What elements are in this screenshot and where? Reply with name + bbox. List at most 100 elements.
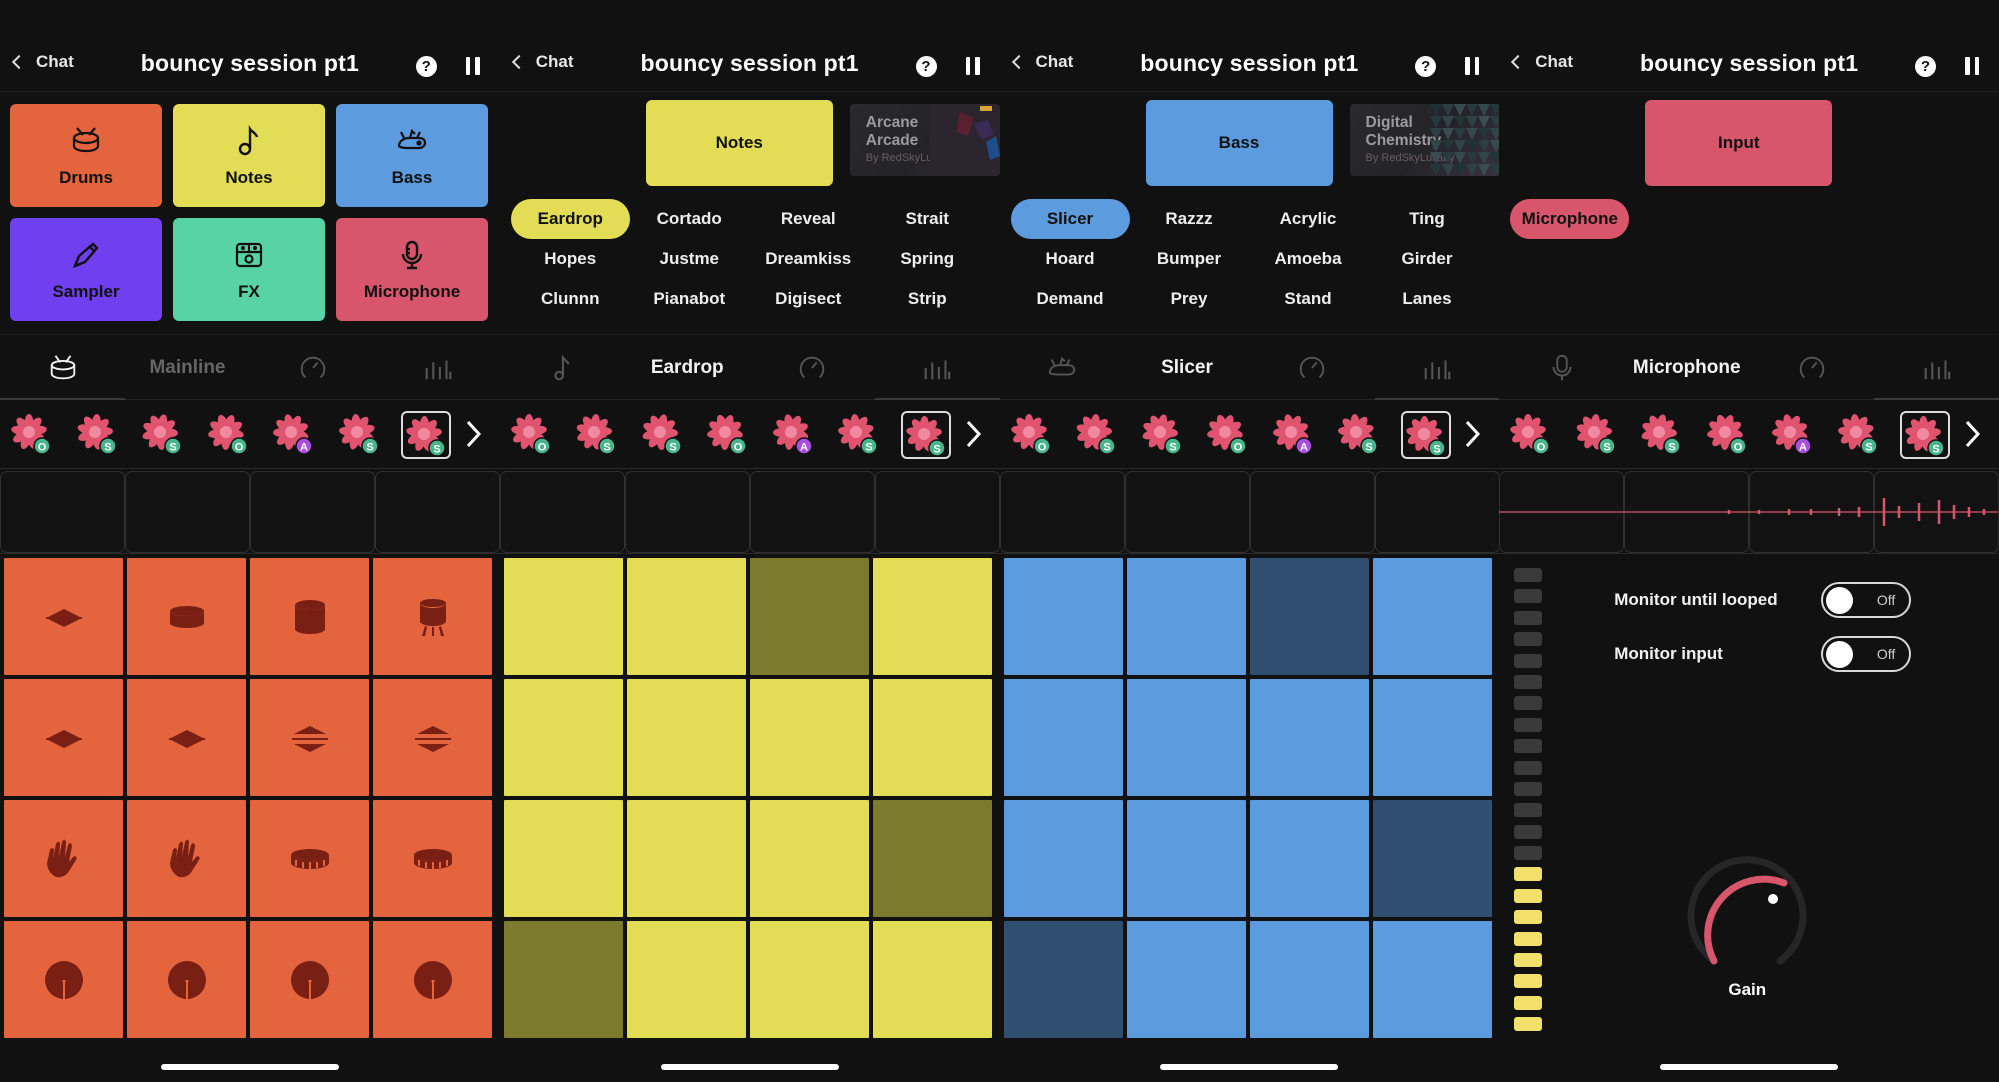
sound-pack-card[interactable]: Arcane Arcade By RedSkyLullaby [849,104,1000,176]
tab-effects[interactable] [1749,335,1874,400]
pattern-slot[interactable]: S [1835,411,1885,459]
pattern-slot[interactable]: S [900,411,951,459]
drum-pad[interactable] [4,800,123,917]
drum-pad[interactable] [4,679,123,796]
loop-slot[interactable] [499,471,625,553]
drum-pad[interactable] [127,800,246,917]
chevron-right-icon[interactable] [1959,419,1985,449]
sound-option[interactable]: Dreamkiss [765,249,852,268]
drum-pad[interactable] [127,921,246,1038]
bass-pad[interactable] [1003,921,1123,1038]
bass-pad[interactable] [1126,921,1246,1038]
notes-pad[interactable] [503,921,623,1038]
notes-pad[interactable] [503,679,623,796]
pattern-slot[interactable]: S [1139,411,1189,459]
help-icon[interactable]: ? [915,56,937,77]
chevron-right-icon[interactable] [1459,419,1485,449]
loop-slot[interactable] [375,471,500,553]
sound-option[interactable]: Lanes [1402,289,1452,308]
pause-icon[interactable] [1465,57,1480,75]
pattern-slot[interactable]: A [1769,411,1819,459]
tab-mixer[interactable] [375,335,500,400]
instrument-drums-button[interactable]: Drums [10,104,162,207]
tab-instrument[interactable] [0,335,125,400]
bass-pad[interactable] [1249,679,1369,796]
drum-pad[interactable] [373,800,492,917]
loop-slot[interactable] [624,471,750,553]
pattern-slot[interactable]: S [1335,411,1385,459]
sound-option[interactable]: Hoard [1045,249,1095,268]
tab-instrument[interactable] [500,335,625,400]
instrument-notes-button[interactable]: Notes [173,104,325,207]
notes-pad[interactable] [749,921,869,1038]
sound-option[interactable]: Digisect [775,289,842,308]
drum-pad[interactable] [250,558,369,675]
instrument-bass-button[interactable]: Bass [1145,100,1333,186]
bass-pad[interactable] [1126,679,1246,796]
bass-pad[interactable] [1249,558,1369,675]
notes-pad[interactable] [626,800,746,917]
bass-pad[interactable] [1372,800,1492,917]
pause-icon[interactable] [465,57,480,75]
loop-slot[interactable] [749,471,875,553]
tab-effects[interactable] [250,335,375,400]
sound-option[interactable]: Acrylic [1279,209,1337,228]
tab-effects[interactable] [1250,335,1375,400]
back-to-chat-button[interactable]: Chat [11,52,74,72]
pattern-slot[interactable]: O [1008,411,1058,459]
loop-slot[interactable] [0,471,125,553]
help-icon[interactable]: ? [415,56,437,77]
drum-pad[interactable] [250,800,369,917]
notes-pad[interactable] [872,921,992,1038]
instrument-input-button[interactable]: Input [1645,100,1833,186]
pattern-slot[interactable]: S [336,411,386,459]
sound-option[interactable]: Girder [1401,249,1453,268]
pattern-slot[interactable]: A [770,411,820,459]
sound-option[interactable]: Ting [1409,209,1445,228]
notes-pad[interactable] [872,800,992,917]
tab-sound-name[interactable]: Mainline [125,335,250,400]
pattern-slot[interactable]: A [270,411,320,459]
notes-pad[interactable] [626,921,746,1038]
loop-slot[interactable] [250,471,375,553]
loop-slot[interactable] [874,471,1000,553]
pattern-slot[interactable]: O [1507,411,1557,459]
drum-pad[interactable] [4,558,123,675]
pattern-slot[interactable]: O [704,411,754,459]
tab-mixer[interactable] [1375,335,1500,400]
sound-option[interactable]: Bumper [1156,249,1222,268]
pattern-slot[interactable]: O [1704,411,1754,459]
pattern-slot[interactable]: O [8,411,58,459]
pattern-slot[interactable]: S [1638,411,1688,459]
drum-pad[interactable] [373,921,492,1038]
notes-pad[interactable] [626,679,746,796]
tab-effects[interactable] [750,335,875,400]
pattern-slot[interactable]: S [74,411,124,459]
pattern-slot[interactable]: O [508,411,558,459]
pattern-slot[interactable]: S [139,411,189,459]
pause-icon[interactable] [965,57,980,75]
drum-pad[interactable] [373,679,492,796]
sound-option[interactable]: Strait [905,209,949,228]
pattern-slot[interactable]: A [1270,411,1320,459]
pattern-slot[interactable]: S [835,411,885,459]
bass-pad[interactable] [1126,558,1246,675]
help-icon[interactable]: ? [1915,56,1936,77]
pattern-slot[interactable]: S [401,411,451,459]
help-icon[interactable]: ? [1415,56,1437,77]
gain-knob[interactable] [1677,848,1817,988]
pattern-slot[interactable]: S [1073,411,1123,459]
notes-pad[interactable] [872,558,992,675]
sound-option[interactable]: Prey [1170,289,1208,308]
tab-sound-name[interactable]: Microphone [1624,335,1749,400]
bass-pad[interactable] [1372,679,1492,796]
sound-option[interactable]: Eardrop [510,199,630,239]
sound-option[interactable]: Microphone [1510,199,1630,239]
instrument-sampler-button[interactable]: Sampler [10,218,162,321]
tab-sound-name[interactable]: Eardrop [625,335,750,400]
drum-pad[interactable] [250,679,369,796]
instrument-notes-button[interactable]: Notes [645,100,833,186]
notes-pad[interactable] [626,558,746,675]
pause-icon[interactable] [1965,57,1979,75]
monitor-input-toggle[interactable]: Off [1821,636,1912,672]
